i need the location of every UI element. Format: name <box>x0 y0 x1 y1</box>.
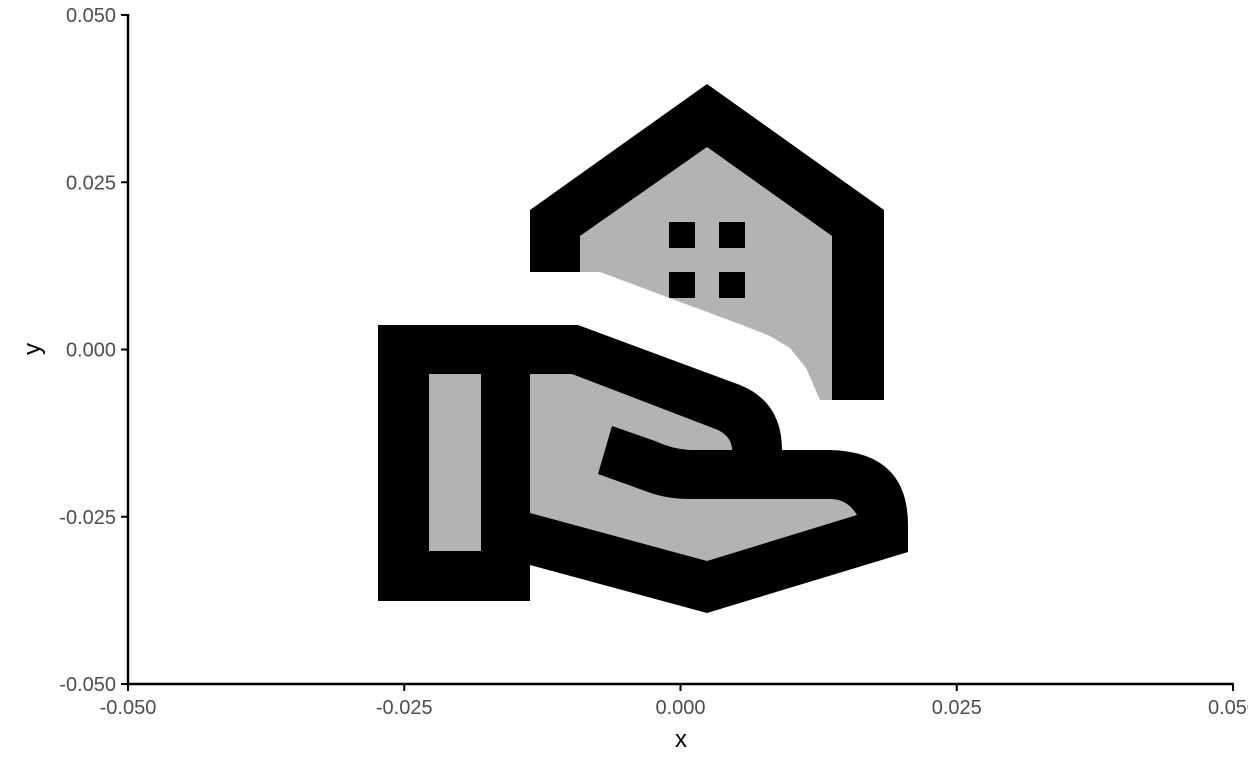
y-tick-label: -0.025 <box>59 507 116 529</box>
hand-holding-house-icon <box>378 84 908 613</box>
y-ticks: -0.050 -0.025 0.000 0.025 0.050 <box>59 5 128 696</box>
x-ticks: -0.050 -0.025 0.000 0.025 0.050 <box>100 684 1248 719</box>
x-axis-title: x <box>675 726 687 753</box>
house-roof-fill <box>580 147 832 400</box>
y-tick-label: -0.050 <box>59 674 116 696</box>
y-tick-label: 0.000 <box>66 340 116 362</box>
y-tick-label: 0.025 <box>66 172 116 194</box>
hand-outline <box>378 325 908 613</box>
wrist-cuff-fill <box>429 374 481 551</box>
house-window-pane <box>669 222 695 248</box>
x-tick-label: 0.025 <box>932 697 982 719</box>
axes: -0.050 -0.025 0.000 0.025 0.050 -0.050 -0.025… <box>59 5 1248 719</box>
house-window-pane <box>669 272 695 298</box>
palm-fill <box>530 374 857 561</box>
y-axis-title: y <box>19 343 46 355</box>
house-window-pane <box>719 272 745 298</box>
y-tick-label: 0.050 <box>66 5 116 27</box>
house-window-pane <box>719 222 745 248</box>
house-outline <box>530 84 884 400</box>
x-tick-label: -0.025 <box>376 697 433 719</box>
x-tick-label: 0.000 <box>655 697 705 719</box>
x-tick-label: -0.050 <box>100 697 157 719</box>
x-tick-label: 0.050 <box>1208 697 1248 719</box>
